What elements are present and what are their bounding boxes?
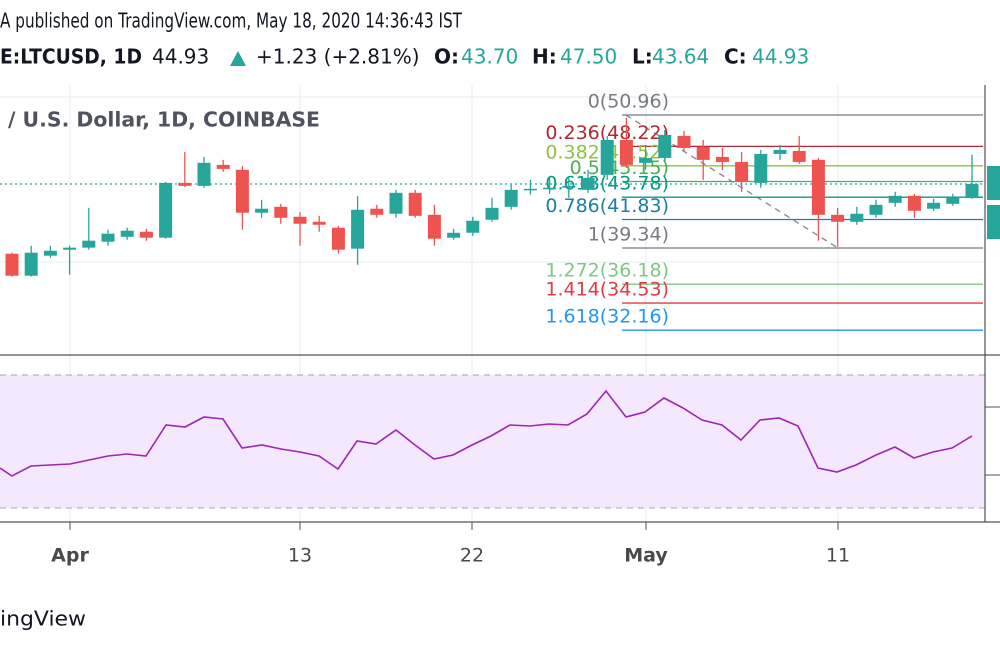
candle-body (216, 164, 230, 169)
fib-level-label: 0.618(43.78) (545, 173, 669, 195)
candle-body (850, 213, 864, 222)
up-arrow (230, 51, 246, 66)
candle-body (63, 247, 77, 250)
candle-body (178, 182, 192, 186)
price-badge (987, 205, 1000, 239)
candle-body (965, 184, 979, 199)
candle-body (715, 156, 729, 162)
candle-body (293, 216, 307, 224)
x-tick-label: Apr (51, 545, 89, 567)
candle-body (120, 230, 134, 237)
candle-body (677, 135, 691, 148)
candle-body (831, 214, 845, 222)
candle-body (735, 161, 749, 182)
candle-body (927, 202, 941, 209)
candle-body (869, 204, 883, 215)
candle-body (447, 232, 461, 238)
candle-body (946, 197, 960, 204)
low-value: 43.64 (652, 45, 709, 69)
candle-body (159, 182, 173, 238)
candle-body (5, 253, 19, 276)
close-label: C: (724, 45, 747, 69)
candle-body (696, 146, 710, 160)
candle-body (408, 192, 422, 216)
fib-level-label: 0.236(48.22) (545, 122, 669, 144)
candles (0, 117, 985, 277)
candle-body (888, 195, 902, 203)
candle-body (543, 187, 557, 190)
x-tick-label: 11 (826, 545, 850, 567)
candle-body (139, 231, 153, 238)
footer-brand: ingView (0, 607, 86, 631)
fib-level-label: 1.618(32.16) (545, 306, 669, 328)
close-value: 44.93 (752, 45, 809, 69)
candle-body (581, 177, 595, 190)
candle-body (43, 250, 57, 256)
candle-body (754, 153, 768, 183)
change: +1.23 (+2.81%) (256, 45, 420, 69)
candle-body (351, 209, 365, 249)
candle-body (619, 139, 633, 165)
candle-body (907, 195, 921, 211)
symbol: E:LTCUSD, 1D (0, 45, 142, 69)
candle-body (101, 233, 115, 242)
pane-title: / U.S. Dollar, 1D, COINBASE (8, 108, 320, 132)
high-label: H: (532, 45, 557, 69)
high-value: 47.50 (560, 45, 617, 69)
candle-body (370, 208, 384, 215)
candle-body (331, 227, 345, 250)
candle-body (792, 150, 806, 162)
candle-body (312, 221, 326, 225)
candle-body (485, 207, 499, 220)
fib-level-label: 1.272(36.18) (545, 260, 669, 282)
candle-body (466, 220, 480, 233)
fib-level-label: 0.786(41.83) (545, 195, 669, 217)
open-value: 43.70 (461, 45, 518, 69)
candle-body (562, 185, 576, 188)
candle-body (82, 240, 96, 248)
candle-body (773, 149, 787, 154)
open-label: O: (434, 45, 459, 69)
candle-body (24, 252, 38, 276)
fib-level-label: 1.414(34.53) (545, 279, 669, 301)
candle-body (255, 208, 269, 213)
x-tick-label: 13 (288, 545, 312, 567)
fib-level-label: 0(50.96) (588, 91, 669, 113)
price-badge (987, 166, 1000, 200)
candle-body (811, 159, 825, 215)
candle-body (658, 134, 672, 158)
candle-body (600, 139, 614, 175)
candle-body (197, 162, 211, 186)
labels: Apr 13 22 May 11 (51, 545, 850, 567)
fib-retracement: 0(50.96)0.236(48.22)0.382(46.52)0.5(45.1… (545, 91, 983, 331)
low-label: L: (632, 45, 653, 69)
last-price: 44.93 (152, 45, 209, 69)
candle-body (639, 157, 653, 163)
candle-body (389, 192, 403, 214)
candle-body (523, 188, 537, 191)
fib-level-label: 1(39.34) (588, 224, 669, 246)
x-tick-label: 22 (460, 545, 484, 567)
candle-body (427, 214, 441, 239)
candle-body (274, 206, 288, 218)
candle-body (235, 169, 249, 213)
rsi-band (0, 375, 985, 508)
published-line: A published on TradingView.com, May 18, … (0, 9, 463, 33)
x-tick-label: May (624, 545, 668, 567)
candle-body (504, 189, 518, 207)
rsi-line (0, 389, 973, 477)
